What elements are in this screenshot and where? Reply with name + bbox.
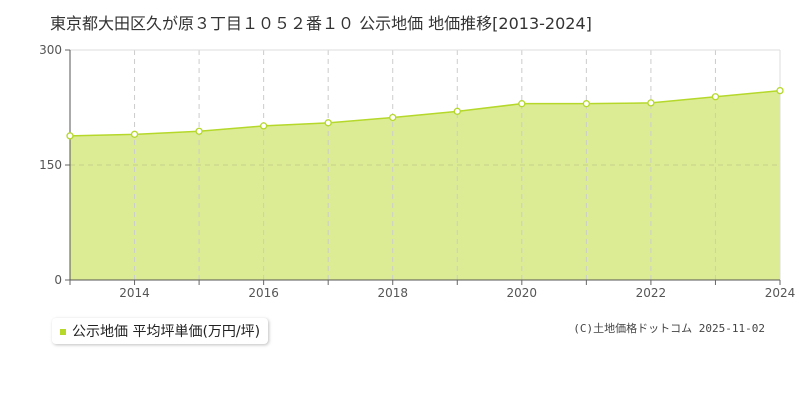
credit-text: (C)土地価格ドットコム 2025-11-02: [573, 322, 765, 335]
x-tick-label: 2022: [636, 286, 667, 300]
data-point: [776, 86, 784, 95]
x-tick-label: 2020: [507, 286, 538, 300]
legend-swatch: [60, 329, 66, 335]
series-line: [69, 89, 781, 137]
legend[interactable]: 公示地価 平均坪単価(万円/坪): [52, 318, 269, 344]
y-tick-label: 150: [39, 158, 62, 172]
x-tick-label: 2016: [248, 286, 279, 300]
y-tick-label: 300: [39, 43, 62, 57]
x-tick-label: 2014: [119, 286, 150, 300]
legend-label: 公示地価 平均坪単価(万円/坪): [72, 324, 261, 340]
data-point: [453, 107, 461, 115]
data-point: [130, 130, 139, 138]
data-point: [711, 93, 720, 101]
data-point: [389, 113, 397, 122]
data-point: [324, 119, 332, 127]
data-point: [647, 99, 655, 107]
x-tick-label: 2024: [765, 286, 796, 300]
data-point: [66, 132, 74, 140]
data-point: [259, 122, 268, 130]
chart-title: 東京都大田区久が原３丁目１０５２番１０ 公示地価 地価推移[2013-2024]: [50, 14, 592, 33]
area-fill: [70, 90, 780, 280]
data-point: [195, 127, 203, 135]
data-point: [582, 100, 591, 108]
y-tick-label: 0: [54, 273, 62, 287]
data-point: [518, 100, 526, 108]
x-tick-label: 2018: [377, 286, 408, 300]
